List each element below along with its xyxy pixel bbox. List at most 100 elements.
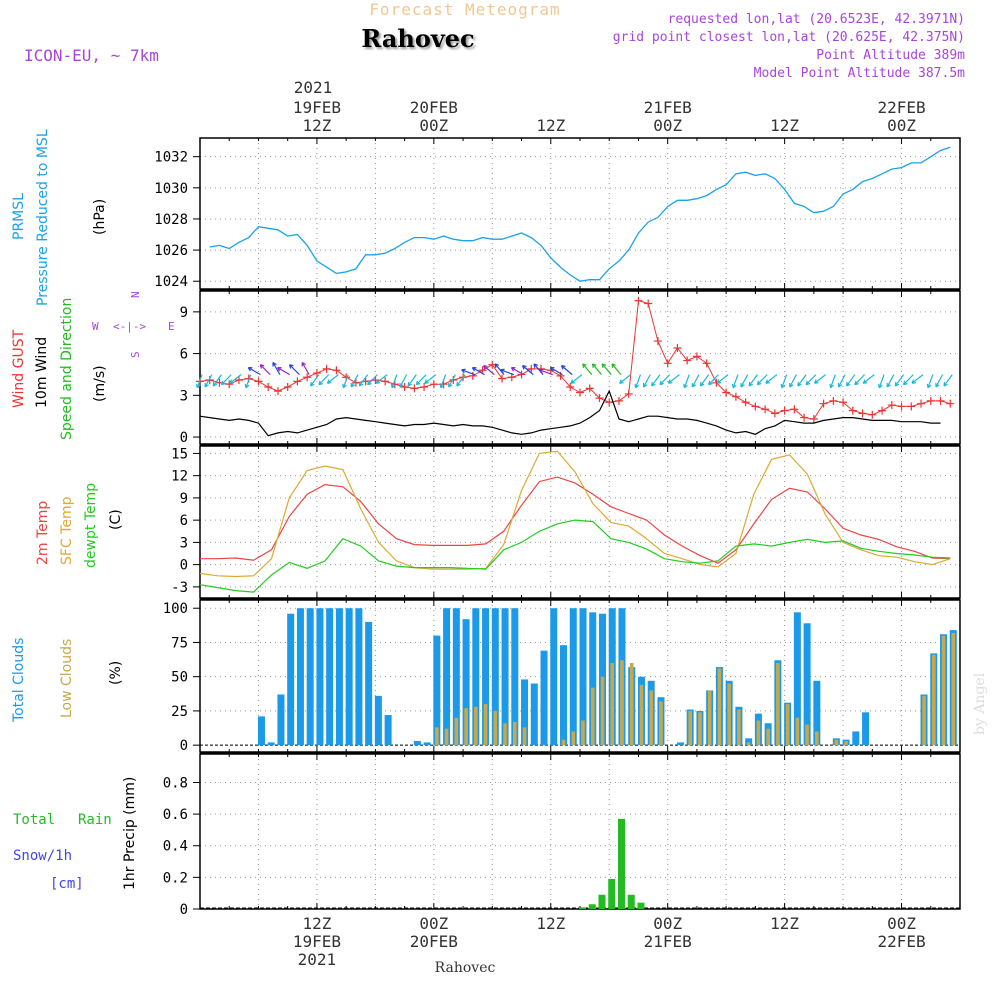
wind-direction-arrow <box>245 374 252 388</box>
wind-direction-arrow <box>415 374 427 386</box>
wind-direction-arrow <box>797 374 807 387</box>
wind-direction-arrow <box>500 369 515 376</box>
wind-direction-arrow <box>448 374 456 388</box>
total-cloud-bar <box>316 608 324 746</box>
wind-direction-arrow <box>399 374 408 388</box>
total-cloud-bar <box>803 623 811 746</box>
gust-marker <box>907 402 916 411</box>
gust-marker <box>595 394 604 403</box>
low-cloud-bar <box>834 739 839 746</box>
wind-arrowhead <box>483 365 488 370</box>
panel-frame <box>199 137 961 290</box>
gust-marker <box>429 380 438 389</box>
wind-arrowhead <box>204 382 209 388</box>
total-cloud-bar <box>862 712 870 746</box>
gust-label: Wind GUST <box>11 329 27 408</box>
wind-arrowhead <box>212 381 218 387</box>
gust-marker <box>254 377 263 386</box>
wind-arrowhead <box>272 361 277 367</box>
pressure-line <box>209 146 951 282</box>
wind-arrowhead <box>220 380 226 386</box>
wind-direction-arrow <box>878 374 885 388</box>
bottom-time-label: 12Z <box>536 914 565 933</box>
sfc-temp-line <box>199 450 951 578</box>
gust-marker <box>264 382 273 391</box>
low-cloud-bar <box>941 635 946 746</box>
wind-direction-arrow <box>375 374 388 384</box>
low-cloud-bar <box>629 662 634 746</box>
gust-marker <box>410 384 419 393</box>
low-cloud-bar <box>639 684 644 746</box>
wind-arrowhead <box>318 380 323 386</box>
wind-direction-arrow <box>456 374 466 387</box>
wind-direction-arrow <box>277 367 290 376</box>
gust-line <box>199 300 951 420</box>
pressure-label-reduced: Pressure Reduced to MSL <box>35 129 51 306</box>
wind-direction-arrow <box>911 374 924 384</box>
total-cloud-bar <box>550 608 558 746</box>
low-cloud-bar <box>493 710 498 746</box>
wind-direction-arrow <box>643 374 651 388</box>
total-cloud-bar <box>326 608 334 746</box>
wind-direction-arrow <box>683 374 690 388</box>
wind-direction-arrow <box>651 374 661 387</box>
y-tick-label: 12 <box>171 469 188 485</box>
gust-marker <box>897 402 906 411</box>
gust-marker <box>468 371 477 380</box>
wind-direction-arrow <box>539 369 553 376</box>
gust-marker <box>936 396 945 405</box>
gust-marker <box>878 406 887 415</box>
gust-marker <box>653 337 662 346</box>
y-tick-label: 0 <box>180 738 188 754</box>
gust-marker <box>381 377 390 386</box>
requested-coords: requested lon,lat (20.6523E, 42.3971N) <box>668 12 965 27</box>
y-tick-label: 1032 <box>154 150 188 166</box>
compass-north: N <box>129 291 142 298</box>
model-altitude: Model Point Altitude 387.5m <box>754 66 965 81</box>
precip-label: 1hr Precip (mm) <box>122 777 138 890</box>
gust-marker <box>790 405 799 414</box>
wind-direction-arrow <box>212 374 222 387</box>
y-tick-label: 6 <box>180 513 188 529</box>
y-tick-label: 0.4 <box>163 839 188 855</box>
total-cloud-bar <box>482 608 490 746</box>
gust-marker <box>761 405 770 414</box>
gust-marker <box>868 410 877 419</box>
gust-marker <box>517 370 526 379</box>
wind-direction-arrow <box>781 374 788 388</box>
wind-direction-arrow <box>635 374 642 388</box>
wind-arrowhead <box>424 379 429 384</box>
wind-arrowhead <box>259 364 265 369</box>
gust-marker <box>644 299 653 308</box>
wind-direction-arrow <box>748 374 758 387</box>
wind-arrowhead <box>756 380 762 386</box>
wind-arrowhead <box>642 382 648 388</box>
low-cloud-bar <box>512 721 517 746</box>
top-time-label: 00Z <box>419 116 448 135</box>
wind-direction-arrow <box>699 374 710 387</box>
gust-marker <box>751 402 760 411</box>
wind-direction-arrow <box>708 374 719 386</box>
wind-arrowhead <box>886 382 891 388</box>
wind-direction-arrow <box>342 374 349 388</box>
bottom-time-label: 22FEB <box>877 932 925 951</box>
station-title: Rahovec <box>361 24 474 53</box>
gust-marker <box>809 414 818 423</box>
wind-arrowhead <box>837 382 843 388</box>
wind-direction-arrow <box>789 374 797 388</box>
wind-direction-arrow <box>550 367 563 376</box>
total-cloud-bar <box>257 716 265 746</box>
wind-arrowhead <box>196 383 201 389</box>
gust-marker <box>507 373 516 382</box>
bottom-time-label: 21FEB <box>644 932 692 951</box>
compass-west: W <box>92 320 99 333</box>
top-time-label: 22FEB <box>877 98 925 117</box>
wind-arrowhead <box>533 363 538 368</box>
wind-direction-arrow <box>472 367 485 376</box>
wind-direction-arrow <box>221 374 232 386</box>
super-title: Forecast Meteogram <box>369 0 560 19</box>
wind-direction-arrow <box>483 365 495 376</box>
low-cloud-bar <box>815 731 819 746</box>
total-cloud-bar <box>462 619 470 746</box>
low-cloud-bar <box>717 668 722 746</box>
